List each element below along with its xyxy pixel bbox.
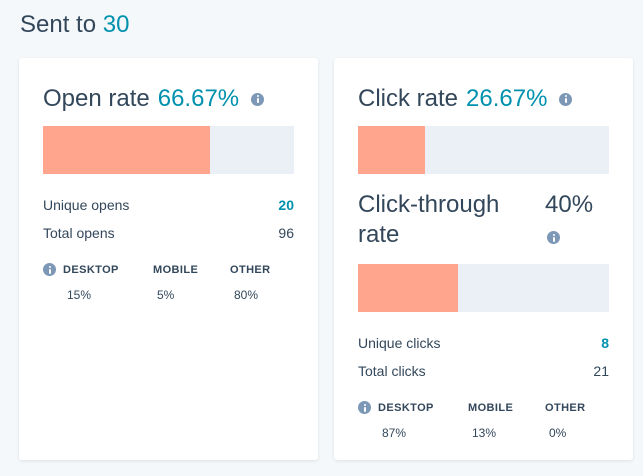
click-through-rate-value: 40% bbox=[545, 191, 594, 218]
click-through-rate-bar bbox=[358, 264, 609, 312]
unique-clicks-link[interactable]: 8 bbox=[601, 335, 609, 351]
total-opens-row: Total opens 96 bbox=[43, 225, 294, 241]
total-clicks-row: Total clicks 21 bbox=[358, 363, 609, 379]
total-opens-label: Total opens bbox=[43, 225, 115, 241]
click-rate-title: Click rate 26.67% bbox=[358, 85, 573, 113]
desktop-value: 87% bbox=[382, 426, 407, 440]
desktop-header: DESKTOP bbox=[63, 263, 119, 276]
open-device-breakdown: DESKTOP MOBILE OTHER 15% 5% 80% bbox=[43, 263, 294, 302]
other-header: OTHER bbox=[230, 263, 271, 276]
click-device-breakdown: DESKTOP MOBILE OTHER 87% 13% 0% bbox=[358, 401, 609, 440]
unique-opens-label: Unique opens bbox=[43, 197, 130, 213]
unique-clicks-label: Unique clicks bbox=[358, 335, 441, 351]
open-rate-card: Open rate 66.67% Unique opens 20 Total o… bbox=[19, 58, 318, 460]
click-rate-label: Click rate bbox=[358, 85, 459, 112]
unique-clicks-row: Unique clicks 8 bbox=[358, 335, 609, 351]
mobile-value: 13% bbox=[472, 426, 497, 440]
click-rate-bar-fill bbox=[358, 126, 425, 174]
open-rate-title: Open rate 66.67% bbox=[43, 85, 265, 113]
unique-opens-link[interactable]: 20 bbox=[278, 197, 294, 213]
other-value: 80% bbox=[234, 288, 259, 302]
open-rate-value: 66.67% bbox=[157, 85, 240, 112]
click-rate-card: Click rate 26.67% Click-through rate 40%… bbox=[334, 58, 633, 460]
unique-opens-row: Unique opens 20 bbox=[43, 197, 294, 213]
open-rate-bar-fill bbox=[43, 126, 211, 174]
other-value: 0% bbox=[549, 426, 567, 440]
click-through-rate-label: Click-through rate bbox=[358, 191, 500, 248]
open-rate-bar bbox=[43, 126, 294, 174]
other-header: OTHER bbox=[545, 401, 586, 414]
mobile-header: MOBILE bbox=[468, 401, 514, 414]
desktop-value: 15% bbox=[67, 288, 92, 302]
total-clicks-label: Total clicks bbox=[358, 363, 426, 379]
open-rate-label: Open rate bbox=[43, 85, 150, 112]
sent-to-label: Sent to bbox=[20, 11, 97, 38]
total-opens-value: 96 bbox=[278, 225, 294, 241]
total-clicks-value: 21 bbox=[593, 363, 609, 379]
click-through-rate-bar-fill bbox=[358, 264, 459, 312]
info-icon[interactable] bbox=[358, 401, 371, 414]
mobile-value: 5% bbox=[157, 288, 175, 302]
click-rate-bar bbox=[358, 126, 609, 174]
info-icon[interactable] bbox=[251, 92, 265, 106]
sent-to-heading: Sent to 30 bbox=[20, 11, 129, 39]
info-icon[interactable] bbox=[43, 263, 56, 276]
mobile-header: MOBILE bbox=[153, 263, 199, 276]
click-rate-value: 26.67% bbox=[466, 85, 548, 112]
info-icon[interactable] bbox=[547, 231, 560, 244]
desktop-header: DESKTOP bbox=[378, 401, 434, 414]
info-icon[interactable] bbox=[559, 92, 573, 106]
sent-count: 30 bbox=[102, 11, 130, 38]
